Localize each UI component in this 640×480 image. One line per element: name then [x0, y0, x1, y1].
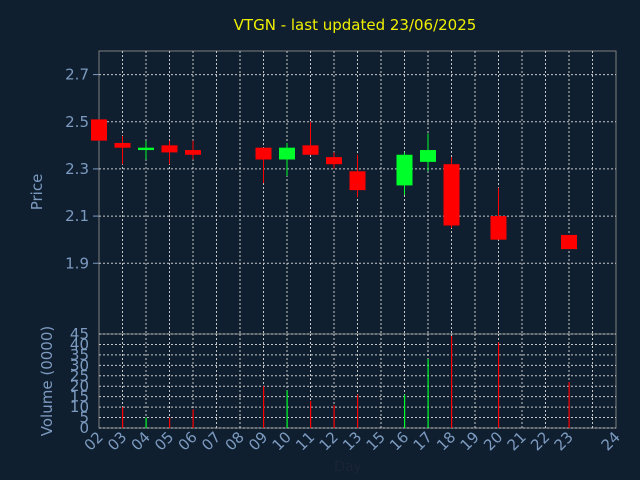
price-tick-label: 2.3: [65, 160, 89, 178]
price-tick-label: 1.9: [65, 254, 89, 272]
volume-tick-label: 0: [79, 419, 89, 437]
day-tick-label: 07: [198, 428, 224, 454]
candle-body: [279, 147, 295, 160]
day-tick-label: 15: [363, 428, 389, 454]
volume-tick-label: 30: [70, 356, 89, 374]
day-tick-label: 19: [457, 428, 483, 454]
day-tick-label: 04: [128, 428, 154, 454]
day-tick-label: 16: [386, 428, 412, 454]
candle-body: [349, 171, 366, 191]
volume-tick-label: 40: [70, 335, 89, 353]
day-tick-label: 22: [527, 428, 553, 454]
price-tick-label: 2.5: [65, 113, 89, 131]
price-tick-label: 2.7: [65, 66, 89, 84]
volume-bar: [498, 342, 500, 428]
volume-tick-label: 20: [70, 377, 89, 395]
day-tick-label: 18: [433, 428, 459, 454]
price-axis-label: Price: [28, 174, 46, 211]
volume-bar: [263, 386, 265, 428]
day-tick-label: 20: [480, 428, 506, 454]
day-tick-labels: 0203040506070809101112131516171819202122…: [81, 428, 624, 454]
day-tick-label: 12: [316, 428, 342, 454]
volume-bar: [169, 417, 171, 428]
day-tick-label: 24: [598, 428, 624, 454]
volume-tick-label: 25: [70, 367, 89, 385]
price-tick-label: 2.1: [65, 207, 89, 225]
x-axis-label: Day: [334, 459, 362, 475]
volume-tick-label: 15: [70, 388, 89, 406]
day-tick-label: 10: [269, 428, 295, 454]
day-tick-label: 09: [245, 428, 271, 454]
day-tick-label: 05: [151, 428, 177, 454]
candles: [91, 119, 577, 250]
day-tick-label: 08: [222, 428, 248, 454]
volume-bar: [122, 407, 124, 428]
candle-body: [114, 142, 131, 148]
volume-bar: [145, 417, 147, 428]
day-tick-label: 17: [410, 428, 436, 454]
candle-body: [185, 150, 201, 155]
candle-body: [255, 147, 272, 160]
day-tick-label: 23: [551, 428, 577, 454]
volume-tick-label: 45: [70, 325, 89, 343]
volume-tick-label: 35: [70, 346, 89, 364]
volume-tick-label: 5: [79, 409, 89, 427]
volume-bar: [427, 359, 429, 428]
volume-bars: [122, 336, 570, 428]
candle-body: [161, 145, 178, 153]
price-tick-labels: 1.9 2.1 2.3 2.5 2.7: [65, 66, 89, 273]
volume-bar: [333, 405, 335, 428]
candle-body: [420, 150, 436, 162]
candle-body: [561, 234, 577, 250]
day-tick-label: 06: [175, 428, 201, 454]
volume-bar: [404, 394, 406, 428]
volume-bar: [286, 390, 288, 428]
day-tick-label: 21: [504, 428, 530, 454]
volume-bar: [357, 394, 359, 428]
candle-body: [138, 147, 154, 151]
candle-body: [490, 216, 507, 240]
volume-bar: [310, 400, 312, 428]
volume-tick-label: 10: [70, 398, 89, 416]
candle-body: [302, 145, 319, 155]
candle-body: [91, 119, 107, 141]
day-tick-label: 03: [104, 428, 130, 454]
volume-bar: [192, 409, 194, 428]
candle-body: [443, 164, 460, 226]
volume-bar: [568, 382, 570, 428]
volume-axis-label: Volume (0000): [38, 326, 56, 436]
chart-title: VTGN - last updated 23/06/2025: [234, 16, 477, 34]
day-tick-label: 13: [339, 428, 365, 454]
candle-body: [326, 157, 342, 165]
volume-bar: [451, 336, 453, 428]
day-tick-label: 11: [292, 428, 318, 454]
candle-body: [396, 154, 413, 186]
